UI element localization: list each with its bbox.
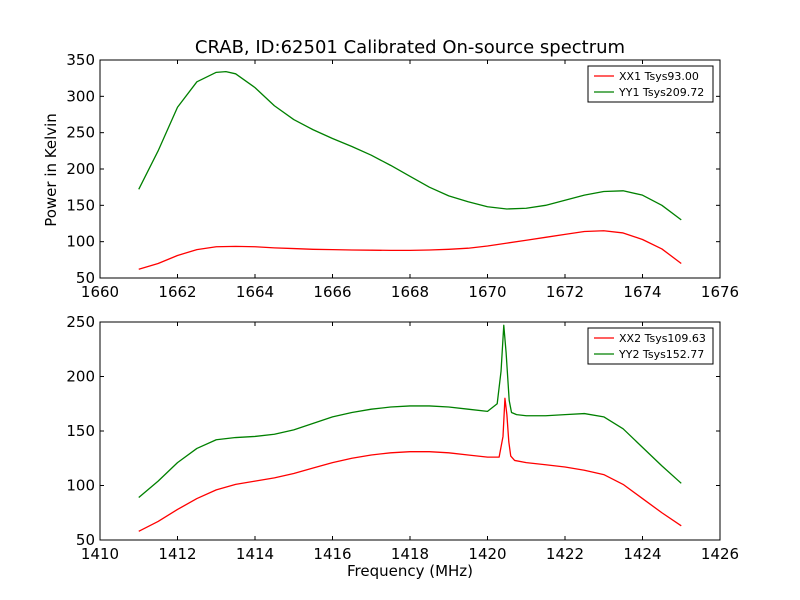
y-tick-label: 150 xyxy=(66,422,95,440)
x-tick-label: 1660 xyxy=(81,283,119,301)
x-tick-label: 1410 xyxy=(81,545,119,563)
series-line-yy2 xyxy=(138,324,682,498)
y-tick-label: 50 xyxy=(76,531,95,549)
series-line-yy1 xyxy=(138,70,682,221)
x-tick-label: 1426 xyxy=(701,545,739,563)
legend-box xyxy=(587,327,714,365)
series-line-xx2 xyxy=(138,397,682,532)
x-tick-label: 1664 xyxy=(236,283,274,301)
legend: XX2 Tsys109.63 YY2 Tsys152.77 xyxy=(587,327,714,365)
y-tick-label: 200 xyxy=(66,160,95,178)
series-lines xyxy=(138,324,682,532)
x-tick-label: 1666 xyxy=(313,283,351,301)
subplots: 1660 1662 1664 1666 1668 1670 1672 1674 1676 50 10… xyxy=(66,51,739,563)
y-tick-label: 100 xyxy=(66,233,95,251)
x-tick-label: 1420 xyxy=(468,545,506,563)
legend-entry: YY1 Tsys209.72 xyxy=(618,86,704,99)
legend-entry: YY2 Tsys152.77 xyxy=(618,348,704,361)
x-tick-label: 1672 xyxy=(546,283,584,301)
legend: XX1 Tsys93.00 YY1 Tsys209.72 xyxy=(587,65,714,103)
legend-entry: XX1 Tsys93.00 xyxy=(619,70,699,83)
series-lines xyxy=(138,70,682,270)
x-tick-label: 1414 xyxy=(236,545,274,563)
x-tick-label: 1412 xyxy=(158,545,196,563)
y-tick-label: 50 xyxy=(76,269,95,287)
x-tick-label: 1670 xyxy=(468,283,506,301)
x-tick-label: 1424 xyxy=(623,545,661,563)
y-tick-label: 200 xyxy=(66,368,95,386)
y-tick-label: 300 xyxy=(66,87,95,105)
x-tick-label: 1662 xyxy=(158,283,196,301)
series-line-xx1 xyxy=(138,230,682,270)
y-tick-label: 350 xyxy=(66,51,95,69)
x-tick-label: 1674 xyxy=(623,283,661,301)
legend-box xyxy=(587,65,714,103)
y-axis-label: Power in Kelvin xyxy=(42,113,60,227)
x-tick-label: 1668 xyxy=(391,283,429,301)
y-tick-label: 250 xyxy=(66,124,95,142)
y-tick-label: 100 xyxy=(66,477,95,495)
subplot-2: 1410 1412 1414 1416 1418 1420 1422 1424 1426 50 10… xyxy=(66,313,739,563)
y-tick-label: 150 xyxy=(66,196,95,214)
x-axis-label: Frequency (MHz) xyxy=(347,562,473,580)
x-tick-label: 1416 xyxy=(313,545,351,563)
x-tick-label: 1676 xyxy=(701,283,739,301)
chart-title: CRAB, ID:62501 Calibrated On-source spec… xyxy=(195,37,625,58)
subplot-1: 1660 1662 1664 1666 1668 1670 1672 1674 1676 50 10… xyxy=(66,51,739,301)
x-tick-label: 1418 xyxy=(391,545,429,563)
x-tick-label: 1422 xyxy=(546,545,584,563)
y-tick-label: 250 xyxy=(66,313,95,331)
legend-entry: XX2 Tsys109.63 xyxy=(619,332,706,345)
